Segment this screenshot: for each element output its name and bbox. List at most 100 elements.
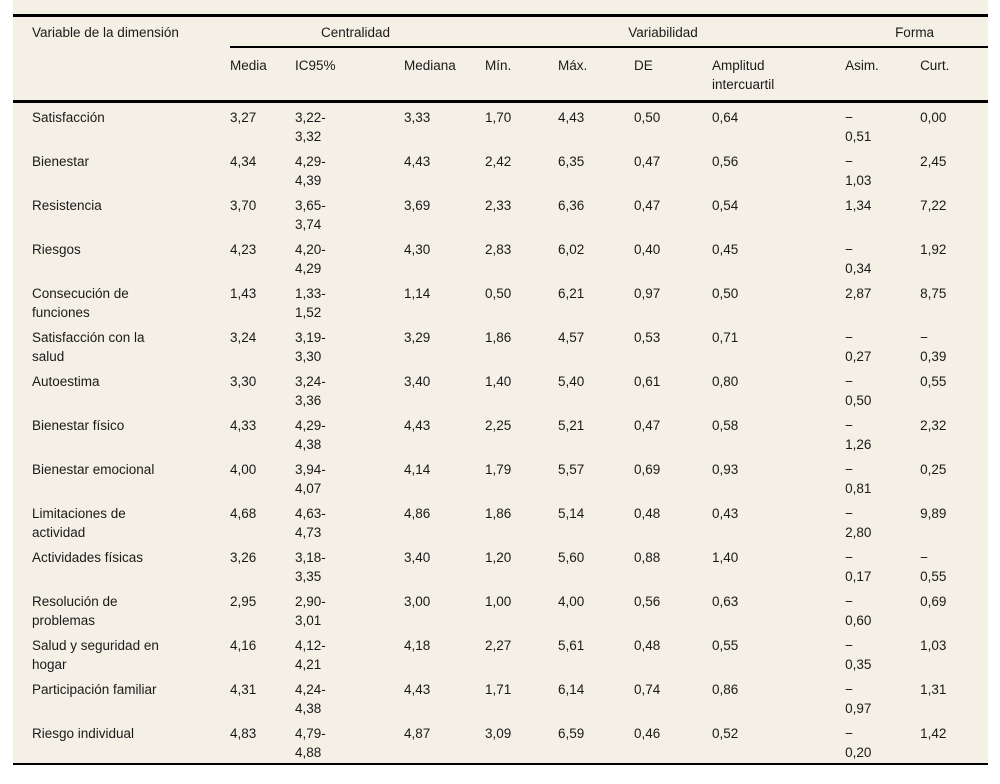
row-label: Satisfacción con la salud bbox=[32, 330, 145, 364]
cell-value: 0,55 bbox=[920, 374, 947, 389]
cell-value: 0,93 bbox=[712, 462, 739, 477]
cell-value: 0,74 bbox=[634, 682, 661, 697]
cell-value: 4,43 bbox=[404, 682, 431, 697]
cell-value: 4,79- 4,88 bbox=[295, 726, 326, 760]
cell-value: 4,43 bbox=[404, 154, 431, 169]
cell-value: 4,00 bbox=[558, 594, 585, 609]
cell-value: 3,26 bbox=[230, 550, 257, 565]
row-label: Riesgos bbox=[32, 242, 81, 257]
cell-value: 0,56 bbox=[712, 154, 739, 169]
cell-value: 4,34 bbox=[230, 154, 257, 169]
cell-value: 5,40 bbox=[558, 374, 585, 389]
cell-value: − 0,27 bbox=[845, 330, 872, 364]
group-header-forma: Forma bbox=[845, 15, 989, 48]
cell-value: 1,43 bbox=[230, 286, 257, 301]
cell-value: 4,16 bbox=[230, 638, 257, 653]
table-row: Riesgo individual 4,83 4,79- 4,88 4,87 3,09 6… bbox=[13, 719, 988, 764]
table-row: Bienestar 4,34 4,29- 4,39 4,43 2,42 6,35 0,47 0… bbox=[13, 147, 988, 191]
cell-value: 2,33 bbox=[485, 198, 512, 213]
row-label: Bienestar emocional bbox=[32, 462, 155, 477]
cell-value: − 0,17 bbox=[845, 550, 872, 584]
cell-value: 2,32 bbox=[920, 418, 947, 433]
row-label: Bienestar bbox=[32, 154, 90, 169]
cell-value: 1,70 bbox=[485, 110, 512, 125]
row-label: Resolución de problemas bbox=[32, 594, 118, 628]
cell-value: − 0,97 bbox=[845, 682, 872, 716]
cell-value: 1,79 bbox=[485, 462, 512, 477]
cell-value: − 0,55 bbox=[920, 550, 947, 584]
row-label: Autoestima bbox=[32, 374, 100, 389]
cell-value: 0,56 bbox=[634, 594, 661, 609]
cell-value: 0,50 bbox=[712, 286, 739, 301]
group-header-centralidad: Centralidad bbox=[230, 15, 486, 48]
cell-value: 3,40 bbox=[404, 374, 431, 389]
cell-value: 5,21 bbox=[558, 418, 585, 433]
column-header-ic95: IC95% bbox=[295, 47, 404, 103]
cell-value: 9,89 bbox=[920, 506, 947, 521]
cell-value: 0,50 bbox=[634, 110, 661, 125]
cell-value: 1,86 bbox=[485, 506, 512, 521]
cell-value: 4,83 bbox=[230, 726, 257, 741]
cell-value: 0,58 bbox=[712, 418, 739, 433]
cell-value: 0,88 bbox=[634, 550, 661, 565]
row-label: Participación familiar bbox=[32, 682, 157, 697]
row-label: Actividades físicas bbox=[32, 550, 144, 565]
cell-value: − 0,20 bbox=[845, 726, 872, 760]
cell-value: 1,86 bbox=[485, 330, 512, 345]
cell-value: 2,95 bbox=[230, 594, 257, 609]
cell-value: 0,63 bbox=[712, 594, 739, 609]
cell-value: 2,25 bbox=[485, 418, 512, 433]
group-header-variabilidad: Variabilidad bbox=[485, 15, 846, 48]
cell-value: 3,65- 3,74 bbox=[295, 198, 326, 232]
cell-value: 4,29- 4,38 bbox=[295, 418, 326, 452]
cell-value: 0,47 bbox=[634, 154, 661, 169]
row-label: Salud y seguridad en hogar bbox=[32, 638, 159, 672]
cell-value: 4,31 bbox=[230, 682, 257, 697]
cell-value: 1,03 bbox=[920, 638, 947, 653]
cell-value: 4,14 bbox=[404, 462, 431, 477]
cell-value: 1,14 bbox=[404, 286, 431, 301]
table-row: Consecución de funciones 1,43 1,33- 1,52 1,… bbox=[13, 279, 988, 323]
table-row: Limitaciones de actividad 4,68 4,63- 4,73 4… bbox=[13, 499, 988, 543]
cell-value: 3,29 bbox=[404, 330, 431, 345]
table-body: Satisfacción 3,27 3,22- 3,32 3,33 1,70 4,43 0,… bbox=[13, 102, 988, 765]
row-label: Consecución de funciones bbox=[32, 286, 129, 320]
cell-value: 0,50 bbox=[485, 286, 512, 301]
descriptive-statistics-table: Variable de la dimensión Centralidad Var… bbox=[13, 14, 989, 765]
cell-value: 1,40 bbox=[712, 550, 739, 565]
cell-value: 3,00 bbox=[404, 594, 431, 609]
cell-value: 3,70 bbox=[230, 198, 257, 213]
cell-value: 0,00 bbox=[920, 110, 947, 125]
cell-value: 0,61 bbox=[634, 374, 661, 389]
cell-value: 0,46 bbox=[634, 726, 661, 741]
table-row: Satisfacción 3,27 3,22- 3,32 3,33 1,70 4,43 0,… bbox=[13, 102, 988, 148]
cell-value: 7,22 bbox=[920, 198, 947, 213]
cell-value: − 2,80 bbox=[845, 506, 872, 540]
table-row: Salud y seguridad en hogar 4,16 4,12- 4,21… bbox=[13, 631, 988, 675]
cell-value: 6,02 bbox=[558, 242, 585, 257]
cell-value: 4,30 bbox=[404, 242, 431, 257]
cell-value: 1,33- 1,52 bbox=[295, 286, 326, 320]
cell-value: 4,12- 4,21 bbox=[295, 638, 326, 672]
cell-value: − 0,51 bbox=[845, 110, 872, 144]
cell-value: − 1,03 bbox=[845, 154, 872, 188]
cell-value: 1,71 bbox=[485, 682, 512, 697]
cell-value: 4,18 bbox=[404, 638, 431, 653]
cell-value: − 0,39 bbox=[920, 330, 947, 364]
table-row: Actividades físicas 3,26 3,18- 3,35 3,40 1,2… bbox=[13, 543, 988, 587]
row-label: Resistencia bbox=[32, 198, 102, 213]
cell-value: 5,57 bbox=[558, 462, 585, 477]
column-header-amplitud: Amplitud intercuartil bbox=[712, 47, 846, 103]
table-row: Resistencia 3,70 3,65- 3,74 3,69 2,33 6,36 0,4… bbox=[13, 191, 988, 235]
cell-value: 2,83 bbox=[485, 242, 512, 257]
cell-value: 0,47 bbox=[634, 418, 661, 433]
table-row: Bienestar físico 4,33 4,29- 4,38 4,43 2,25 5,… bbox=[13, 411, 988, 455]
cell-value: 3,27 bbox=[230, 110, 257, 125]
cell-value: 3,94- 4,07 bbox=[295, 462, 326, 496]
cell-value: − 0,34 bbox=[845, 242, 872, 276]
cell-value: 0,48 bbox=[634, 638, 661, 653]
cell-value: 0,97 bbox=[634, 286, 661, 301]
column-header-media: Media bbox=[230, 47, 295, 103]
cell-value: 4,00 bbox=[230, 462, 257, 477]
cell-value: 6,59 bbox=[558, 726, 585, 741]
